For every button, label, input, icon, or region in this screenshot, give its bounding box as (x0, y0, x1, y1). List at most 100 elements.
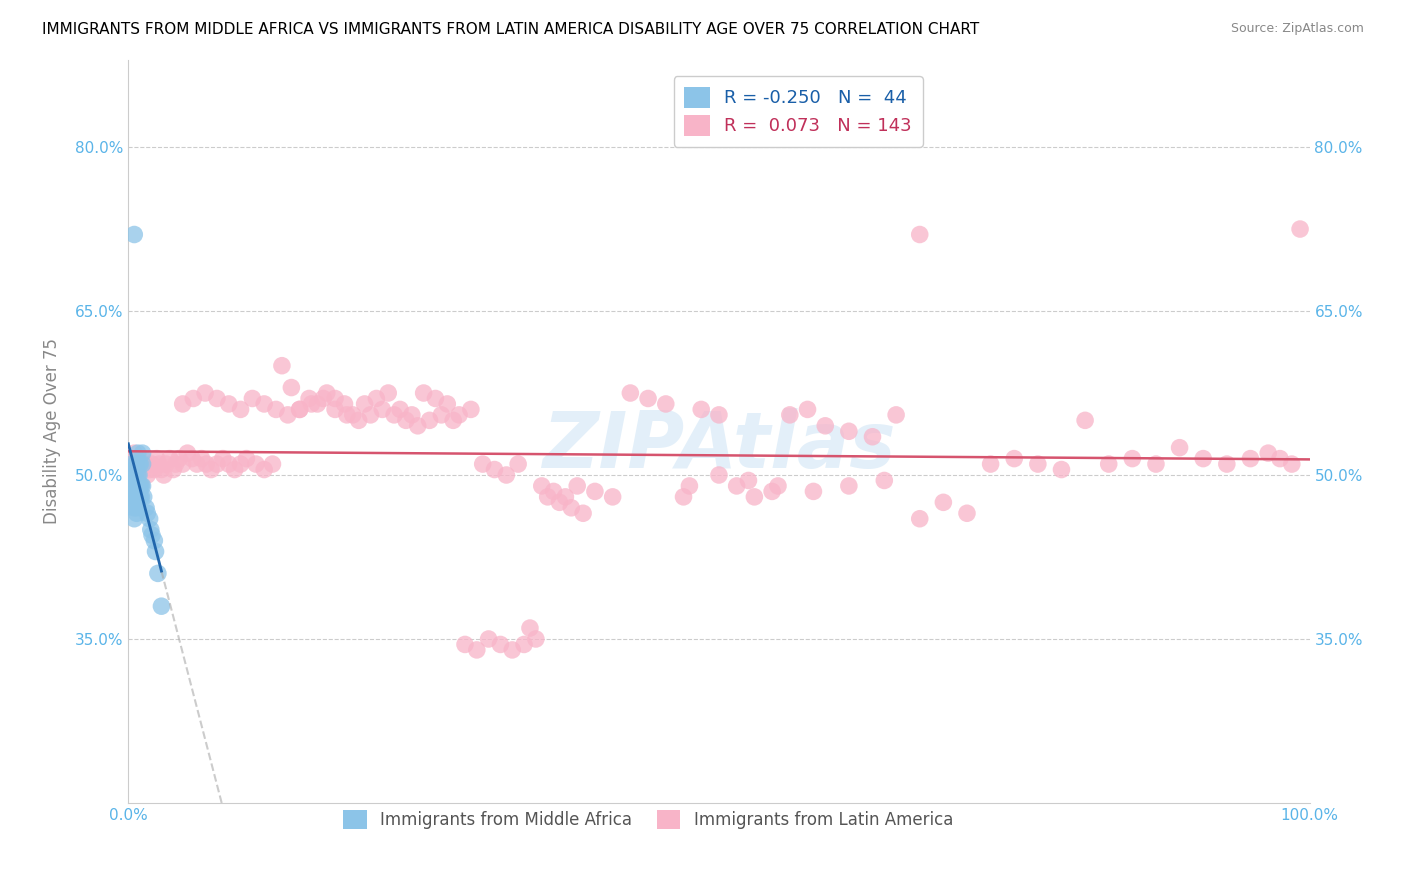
Point (127, 446, 149, 460)
Point (307, 397, 329, 411)
Point (543, 484, 565, 499)
Point (176, 446, 198, 460)
Point (124, 484, 146, 499)
Point (125, 457, 148, 471)
Point (884, 408, 907, 422)
Point (224, 462, 246, 476)
Point (280, 380, 302, 394)
Point (125, 500, 148, 515)
Point (127, 468, 149, 483)
Point (125, 506, 148, 520)
Point (489, 637, 512, 651)
Point (139, 523, 162, 537)
Point (508, 457, 530, 471)
Point (124, 446, 146, 460)
Point (908, 512, 931, 526)
Point (1026, 457, 1049, 471)
Point (707, 408, 730, 422)
Text: IMMIGRANTS FROM MIDDLE AFRICA VS IMMIGRANTS FROM LATIN AMERICA DISABILITY AGE OV: IMMIGRANTS FROM MIDDLE AFRICA VS IMMIGRA… (42, 22, 980, 37)
Point (690, 402, 713, 417)
Point (150, 462, 173, 476)
Point (264, 402, 287, 417)
Point (524, 632, 547, 646)
Point (124, 468, 146, 483)
Point (212, 451, 235, 466)
Point (1074, 413, 1097, 427)
Point (143, 533, 166, 548)
Point (145, 451, 167, 466)
Point (471, 457, 494, 471)
Point (1168, 441, 1191, 455)
Point (190, 451, 212, 466)
Point (136, 506, 159, 520)
Point (298, 392, 321, 406)
Point (127, 490, 149, 504)
Point (167, 451, 190, 466)
Point (419, 413, 441, 427)
Point (572, 506, 595, 520)
Point (548, 495, 571, 509)
Point (371, 402, 394, 417)
Point (124, 500, 146, 515)
Point (1268, 451, 1291, 466)
Point (277, 408, 299, 422)
Point (537, 490, 560, 504)
Point (120, 468, 142, 483)
Point (560, 500, 582, 515)
Point (122, 479, 145, 493)
Point (172, 457, 194, 471)
Point (131, 490, 153, 504)
Point (288, 402, 311, 417)
Point (1050, 462, 1073, 476)
Point (1289, 222, 1312, 236)
Point (127, 462, 149, 476)
Point (181, 451, 204, 466)
Point (465, 643, 488, 657)
Point (484, 462, 506, 476)
Point (218, 457, 240, 471)
Point (141, 457, 163, 471)
Point (406, 418, 429, 433)
Point (205, 392, 228, 406)
Point (583, 484, 606, 499)
Point (186, 457, 208, 471)
Point (153, 468, 176, 483)
Point (862, 430, 884, 444)
Point (1192, 451, 1215, 466)
Point (141, 528, 163, 542)
Point (637, 392, 659, 406)
Point (796, 402, 818, 417)
Point (779, 408, 801, 422)
Point (1239, 451, 1261, 466)
Point (129, 457, 152, 471)
Point (143, 462, 166, 476)
Point (1144, 457, 1167, 471)
Point (124, 457, 146, 471)
Point (205, 457, 228, 471)
Point (122, 490, 145, 504)
Point (165, 457, 187, 471)
Point (377, 386, 399, 401)
Point (1257, 446, 1279, 460)
Point (124, 468, 146, 483)
Point (602, 490, 624, 504)
Point (814, 418, 837, 433)
Point (159, 451, 181, 466)
Point (124, 495, 146, 509)
Point (495, 468, 517, 483)
Point (908, 227, 931, 242)
Text: ZIPAtlas: ZIPAtlas (543, 409, 896, 484)
Point (441, 413, 464, 427)
Point (146, 566, 169, 581)
Point (980, 457, 1002, 471)
Point (129, 490, 152, 504)
Point (134, 457, 156, 471)
Point (1216, 457, 1239, 471)
Point (401, 408, 423, 422)
Point (460, 402, 482, 417)
Point (619, 386, 641, 401)
Point (838, 424, 860, 438)
Point (145, 544, 167, 558)
Point (121, 457, 143, 471)
Point (389, 402, 412, 417)
